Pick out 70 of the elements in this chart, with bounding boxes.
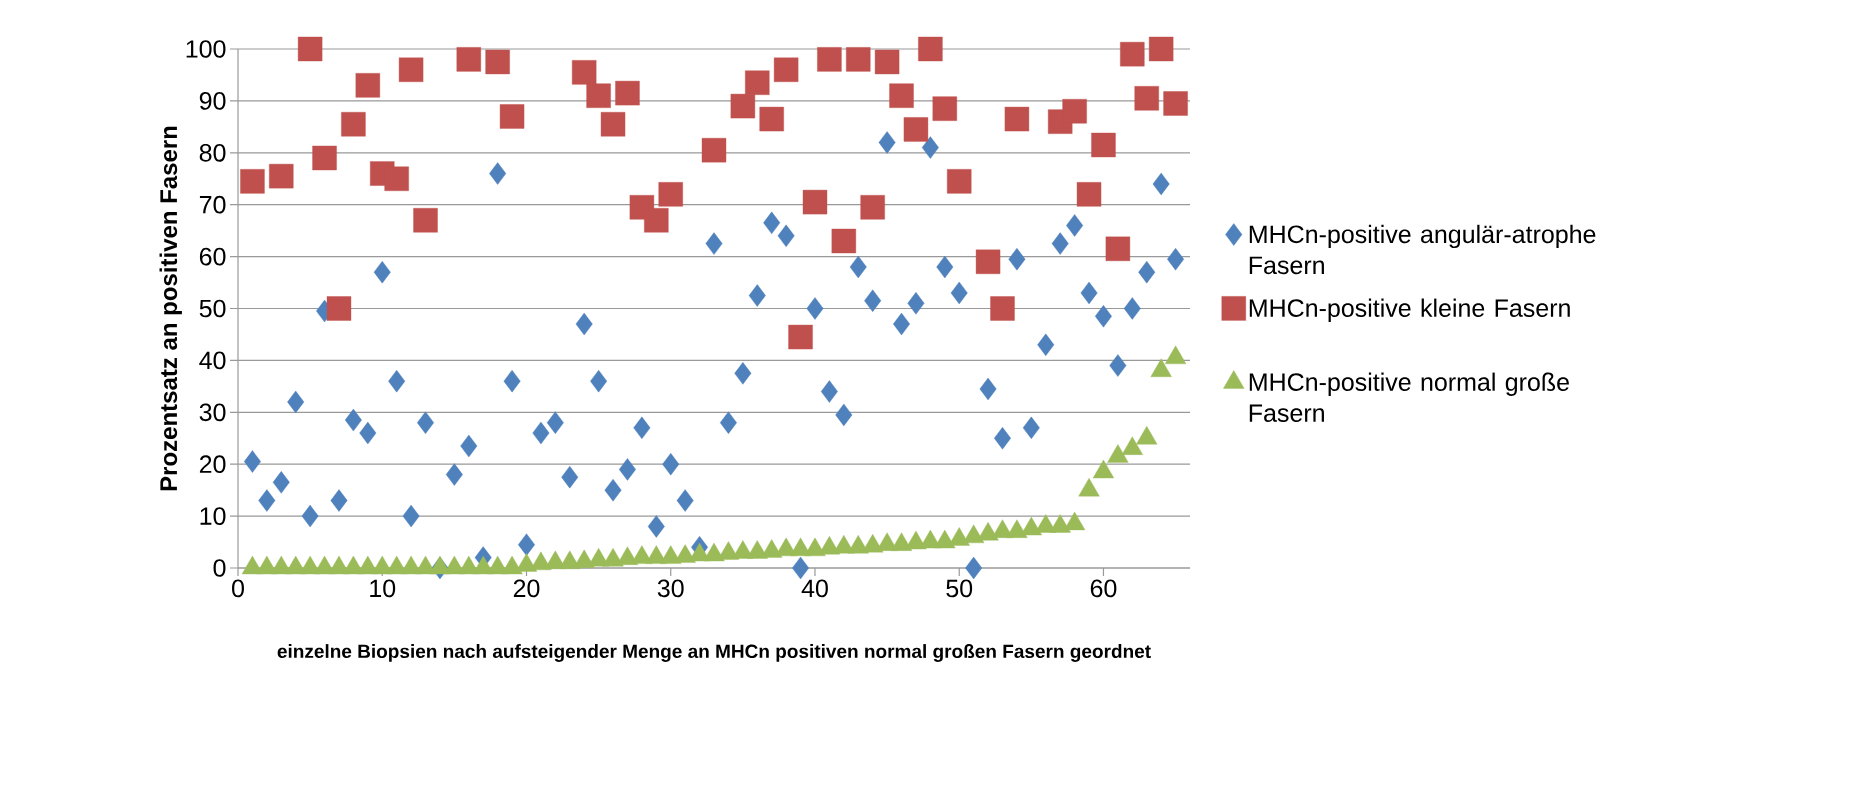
point [759,106,784,132]
y-tick-label: 30 [199,403,226,422]
x-tick-label: 30 [657,579,684,598]
point [297,36,323,62]
point [658,182,683,207]
point [384,166,409,191]
y-axis-title: Prozentsatz an positiven Fasern [159,126,182,491]
point [398,57,424,82]
point [571,60,597,85]
x-tick-label: 10 [370,579,396,598]
point [240,169,265,194]
legend-label: MHCn-positive normal große Fasern [1249,372,1569,422]
point [456,47,481,72]
y-tick-label: 60 [199,247,226,266]
x-tick-label: 60 [1090,579,1117,598]
y-tick-label: 0 [213,559,226,577]
point [1120,41,1145,67]
point [1004,106,1030,132]
point [889,83,914,108]
point [730,93,756,119]
point [903,117,929,142]
point [1148,36,1174,62]
y-tick-label: 90 [199,92,226,110]
point [701,138,727,163]
point [874,49,900,75]
point [355,73,381,98]
point [499,104,525,129]
point [1105,236,1131,262]
y-tick-label: 100 [186,40,226,58]
point [773,57,799,82]
point [615,80,640,106]
point [990,296,1015,321]
y-tick-label: 10 [200,507,226,525]
y-tick-label: 70 [199,195,226,214]
point [644,208,669,233]
point [918,36,943,62]
point [1062,99,1087,124]
point [831,228,857,254]
x-axis-title: einzelne Biopsien nach aufsteigender Menge an MHCn positiven normal großen Fasern geordnet [277,644,1151,662]
point [788,324,813,350]
point [745,70,770,95]
point [817,47,842,72]
point [1076,182,1102,207]
legend-label: MHCn-positive kleine Fasern [1249,298,1570,322]
x-tick-label: 20 [513,579,540,598]
point [326,296,352,321]
x-tick-label: 50 [946,579,973,598]
point [341,112,366,137]
point [312,145,337,171]
legend-label: MHCn-positive angulär-atrophe Fasern [1249,224,1596,275]
point [413,208,438,233]
y-tick-label: 20 [199,455,226,474]
y-tick-label: 40 [199,351,226,370]
x-tick-label: 40 [801,579,828,598]
point [586,83,611,108]
point [975,249,1001,274]
y-tick-label: 50 [199,299,226,318]
point [1163,91,1188,116]
point [846,47,871,72]
point [1134,86,1159,111]
y-tick-label: 80 [199,143,226,162]
point [802,189,828,215]
point [269,163,294,189]
point [932,96,957,121]
x-tick-label: 0 [232,579,244,598]
point [600,112,626,137]
point [860,195,885,220]
point [485,49,510,75]
point [947,169,972,194]
point [1091,132,1116,158]
